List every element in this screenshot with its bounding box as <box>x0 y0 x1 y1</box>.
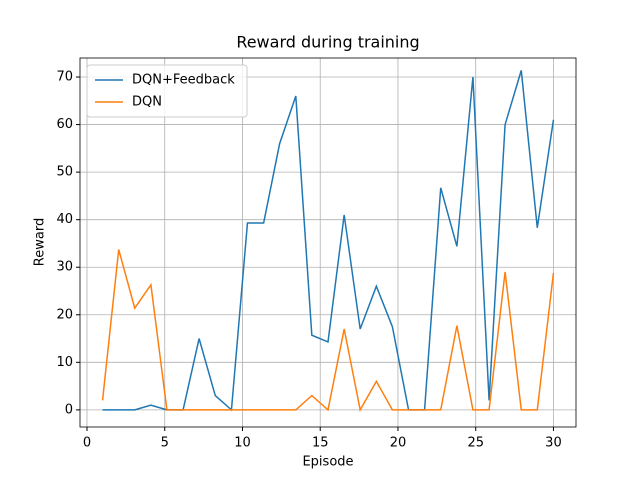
x-tick-label: 15 <box>312 436 329 451</box>
y-tick-label: 60 <box>56 117 73 132</box>
x-axis-label: Episode <box>302 455 353 470</box>
x-tick-label: 0 <box>83 436 91 451</box>
y-tick-label: 10 <box>56 355 73 370</box>
y-tick-label: 20 <box>56 307 73 322</box>
line-series <box>101 249 555 413</box>
x-tick-label: 5 <box>161 436 169 451</box>
y-tick-label: 0 <box>65 402 73 417</box>
y-tick-label: 70 <box>56 70 73 85</box>
legend-label: DQN+Feedback <box>132 73 235 88</box>
legend-label: DQN <box>132 95 162 110</box>
x-tick-label: 25 <box>467 436 484 451</box>
y-axis-label: Reward <box>33 218 48 266</box>
y-tick-label: 40 <box>56 212 73 227</box>
x-tick-label: 10 <box>234 436 251 451</box>
legend-box <box>86 64 248 118</box>
line-series <box>102 70 555 412</box>
chart-title: Reward during training <box>236 33 419 52</box>
y-tick-label: 50 <box>56 165 73 180</box>
y-tick-label: 30 <box>56 260 73 275</box>
plot-frame <box>79 57 577 428</box>
x-tick-label: 20 <box>390 436 407 451</box>
x-tick-label: 30 <box>545 436 562 451</box>
